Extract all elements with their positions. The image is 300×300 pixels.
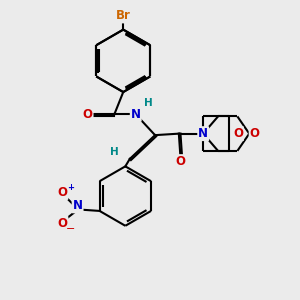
Text: O: O xyxy=(82,108,93,121)
Text: O: O xyxy=(233,127,243,140)
Text: H: H xyxy=(110,147,119,158)
Text: +: + xyxy=(67,183,74,192)
Text: O: O xyxy=(175,155,185,168)
Text: O: O xyxy=(57,186,68,199)
Text: N: N xyxy=(198,127,208,140)
Text: Br: Br xyxy=(116,10,131,22)
Text: O: O xyxy=(57,217,68,230)
Text: O: O xyxy=(250,127,260,140)
Text: −: − xyxy=(65,224,75,234)
Text: H: H xyxy=(144,98,153,108)
Text: N: N xyxy=(131,108,141,121)
Text: N: N xyxy=(73,200,82,212)
